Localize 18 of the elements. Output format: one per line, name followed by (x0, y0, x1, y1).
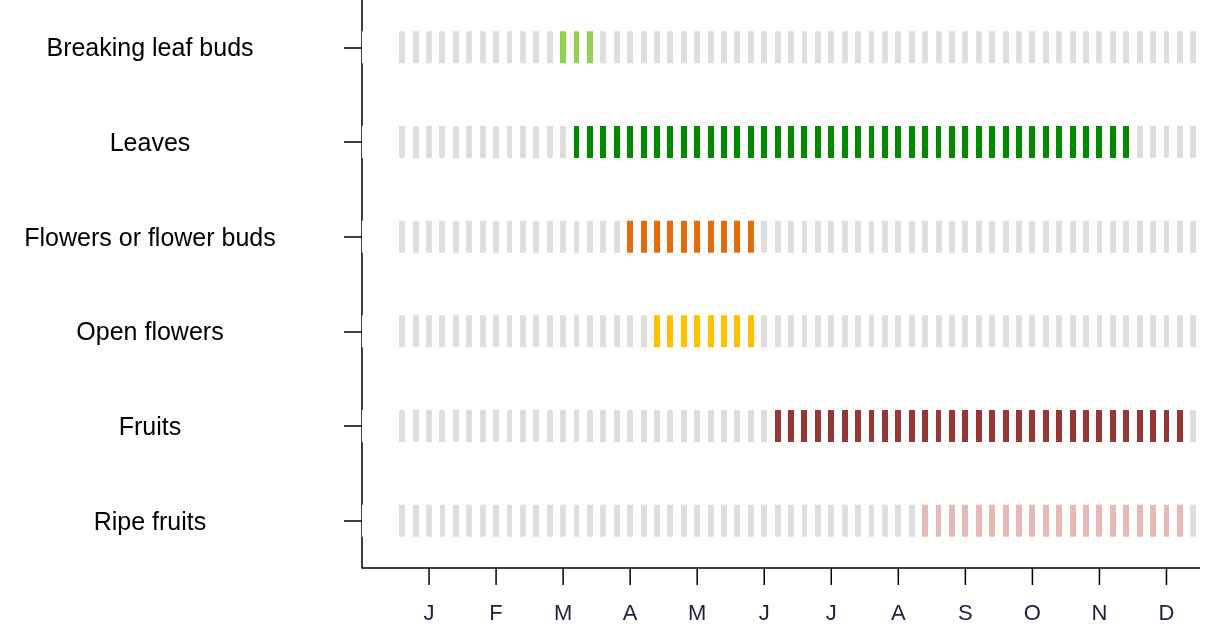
text: A (622, 600, 638, 625)
text: N (1091, 600, 1108, 625)
text: O (1023, 600, 1041, 625)
text: A (890, 600, 906, 625)
y-tick-label: Breaking leaf buds (46, 33, 254, 62)
y-tick-label: Leaves (109, 128, 191, 156)
y-tick-label: Ripe fruits (93, 506, 207, 535)
text: J (423, 600, 435, 625)
text: J (825, 600, 837, 625)
text: M (553, 600, 573, 625)
text: D (1158, 600, 1175, 625)
text: S (958, 600, 973, 625)
y-tick-label: Open flowers (76, 317, 224, 346)
text: M (688, 600, 707, 625)
text: J (758, 600, 770, 625)
y-tick-label: Fruits (118, 412, 182, 440)
y-tick-label: Flowers or flower buds (24, 222, 276, 251)
text: F (489, 600, 503, 625)
